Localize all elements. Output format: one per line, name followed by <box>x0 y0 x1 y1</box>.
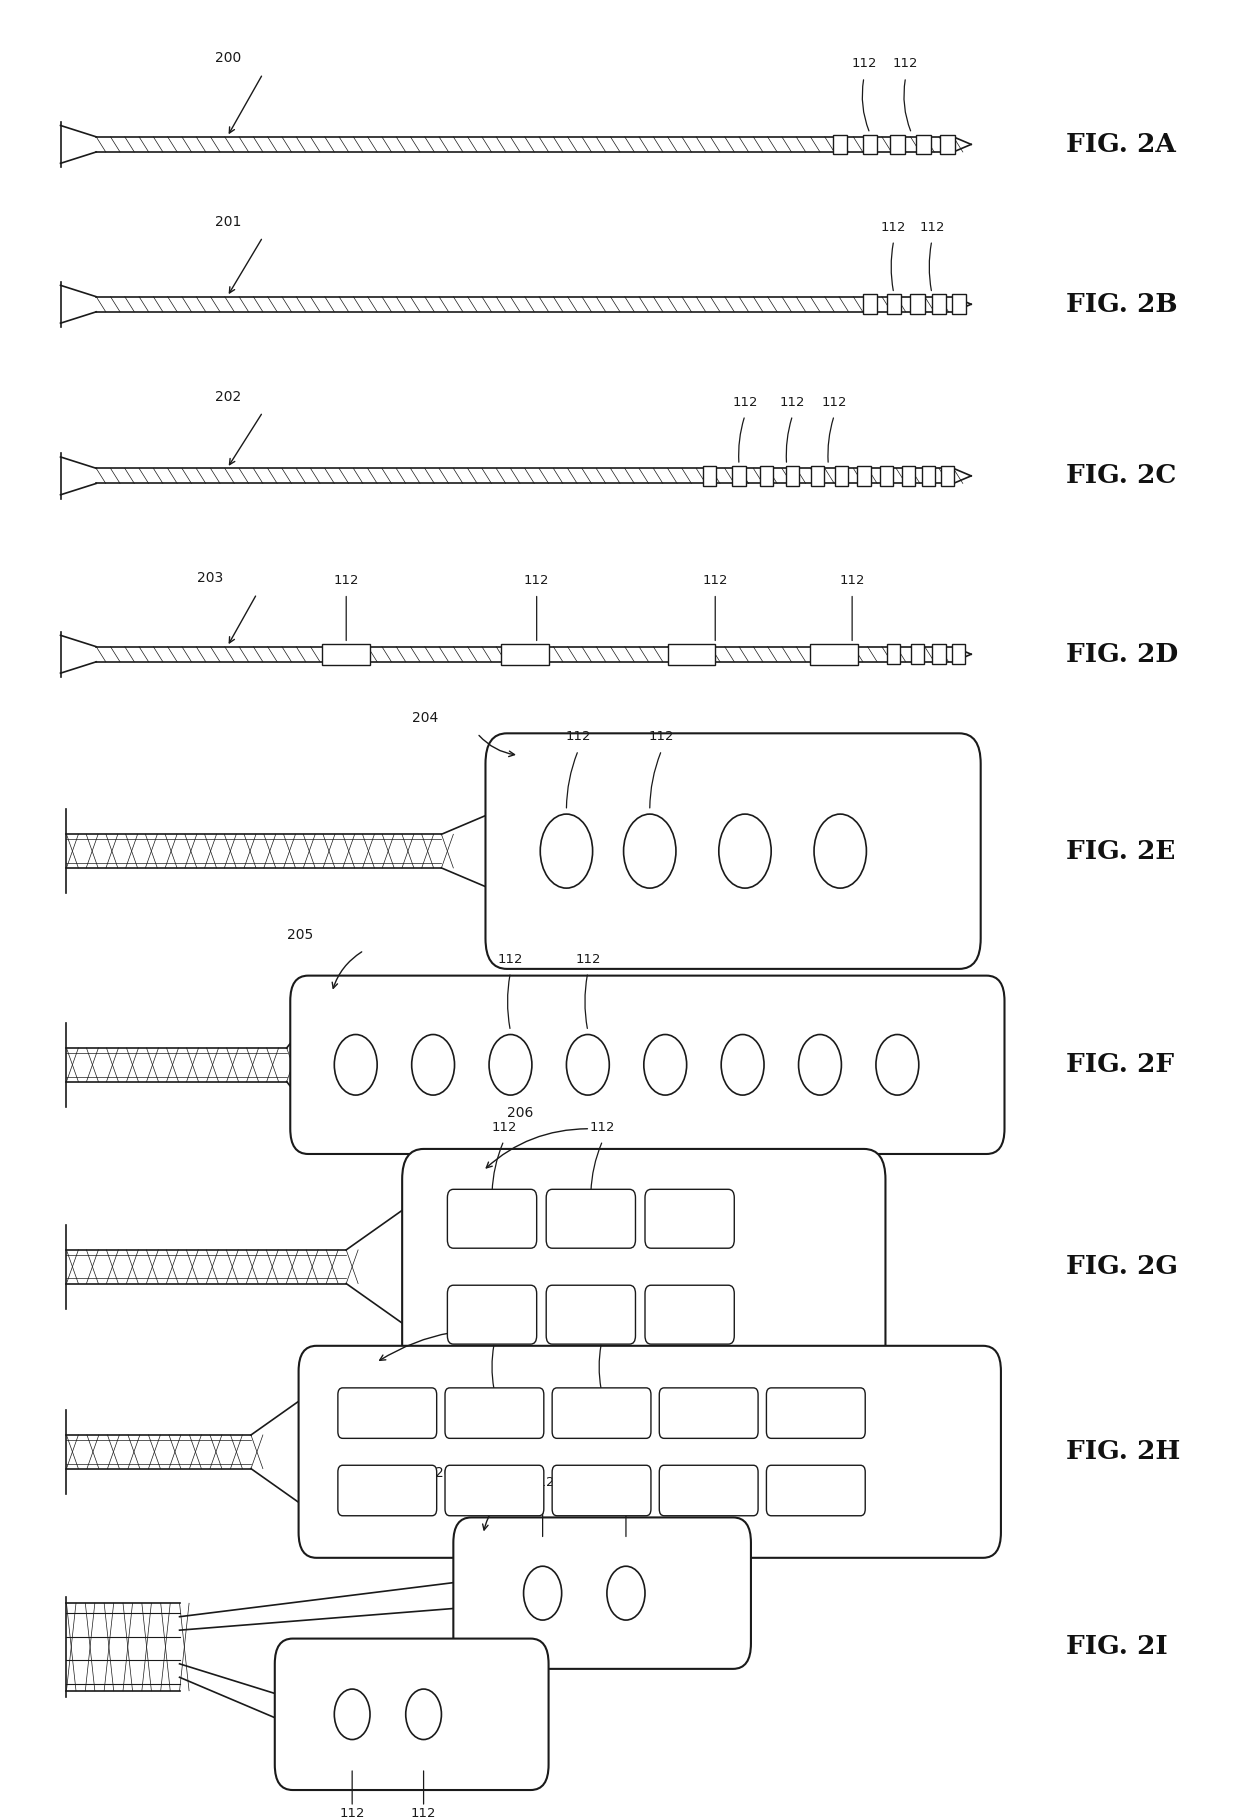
Text: 202: 202 <box>216 389 242 404</box>
FancyBboxPatch shape <box>402 1148 885 1385</box>
Text: 112: 112 <box>780 395 805 408</box>
Bar <box>833 135 847 155</box>
Text: FIG. 2G: FIG. 2G <box>1066 1254 1178 1279</box>
Text: 112: 112 <box>525 573 549 586</box>
FancyBboxPatch shape <box>290 976 1004 1154</box>
Text: 208: 208 <box>435 1467 461 1480</box>
Bar <box>890 135 904 155</box>
FancyBboxPatch shape <box>337 1389 436 1438</box>
FancyBboxPatch shape <box>660 1465 758 1516</box>
Bar <box>901 466 915 486</box>
FancyBboxPatch shape <box>546 1285 635 1345</box>
Text: 203: 203 <box>197 571 223 586</box>
FancyBboxPatch shape <box>766 1389 866 1438</box>
Text: 112: 112 <box>589 1323 614 1336</box>
Text: 112: 112 <box>491 1121 517 1134</box>
Bar <box>322 644 370 664</box>
Text: 200: 200 <box>216 51 242 66</box>
Text: 206: 206 <box>507 1107 533 1121</box>
Text: FIG. 2D: FIG. 2D <box>1066 642 1179 666</box>
Bar <box>858 466 870 486</box>
FancyBboxPatch shape <box>299 1345 1001 1558</box>
Text: 112: 112 <box>334 573 358 586</box>
Bar <box>951 644 965 664</box>
Bar <box>921 466 935 486</box>
Bar <box>811 466 825 486</box>
Text: 201: 201 <box>216 215 242 229</box>
Text: 112: 112 <box>410 1807 436 1820</box>
Bar <box>888 644 900 664</box>
Text: 112: 112 <box>703 573 728 586</box>
Bar <box>880 466 893 486</box>
Text: 112: 112 <box>614 1476 639 1489</box>
Text: FIG. 2B: FIG. 2B <box>1066 291 1178 317</box>
FancyBboxPatch shape <box>766 1465 866 1516</box>
Bar <box>952 295 966 315</box>
Text: 112: 112 <box>839 573 864 586</box>
FancyBboxPatch shape <box>275 1638 548 1791</box>
Text: 112: 112 <box>893 58 919 71</box>
FancyBboxPatch shape <box>486 733 981 968</box>
Text: 204: 204 <box>412 712 438 724</box>
Text: 112: 112 <box>565 730 591 743</box>
Text: FIG. 2F: FIG. 2F <box>1066 1052 1174 1077</box>
FancyBboxPatch shape <box>552 1389 651 1438</box>
Bar <box>863 295 877 315</box>
Bar <box>916 135 931 155</box>
Bar <box>733 466 745 486</box>
Bar <box>932 644 946 664</box>
Text: 112: 112 <box>822 395 847 408</box>
Bar <box>911 644 924 664</box>
Bar <box>703 466 715 486</box>
Text: 205: 205 <box>286 928 312 943</box>
FancyBboxPatch shape <box>645 1285 734 1345</box>
FancyBboxPatch shape <box>448 1285 537 1345</box>
Text: 112: 112 <box>340 1807 365 1820</box>
Text: 112: 112 <box>919 220 945 233</box>
Text: FIG. 2A: FIG. 2A <box>1066 131 1177 157</box>
Bar <box>941 466 954 486</box>
Bar <box>863 135 877 155</box>
Bar <box>667 644 715 664</box>
Bar <box>835 466 848 486</box>
Text: FIG. 2E: FIG. 2E <box>1066 839 1176 864</box>
Text: 112: 112 <box>882 220 906 233</box>
Bar <box>932 295 946 315</box>
Bar <box>887 295 901 315</box>
Text: 112: 112 <box>733 395 758 408</box>
FancyBboxPatch shape <box>660 1389 758 1438</box>
Text: 112: 112 <box>590 1121 615 1134</box>
FancyBboxPatch shape <box>552 1465 651 1516</box>
FancyBboxPatch shape <box>546 1188 635 1249</box>
FancyBboxPatch shape <box>445 1389 544 1438</box>
Text: 112: 112 <box>852 58 877 71</box>
Bar <box>910 295 925 315</box>
Bar <box>940 135 955 155</box>
FancyBboxPatch shape <box>337 1465 436 1516</box>
Bar <box>811 644 858 664</box>
Text: 112: 112 <box>497 952 523 966</box>
FancyBboxPatch shape <box>645 1188 734 1249</box>
Bar <box>501 644 548 664</box>
Text: 112: 112 <box>575 952 600 966</box>
Text: FIG. 2H: FIG. 2H <box>1066 1440 1180 1465</box>
Bar <box>786 466 799 486</box>
Text: FIG. 2I: FIG. 2I <box>1066 1634 1168 1660</box>
Text: 112: 112 <box>649 730 675 743</box>
FancyBboxPatch shape <box>448 1188 537 1249</box>
FancyBboxPatch shape <box>445 1465 544 1516</box>
Text: FIG. 2C: FIG. 2C <box>1066 464 1177 488</box>
Text: 112: 112 <box>529 1476 556 1489</box>
Text: 207: 207 <box>448 1312 474 1325</box>
Bar <box>760 466 773 486</box>
Text: 112: 112 <box>481 1323 507 1336</box>
FancyBboxPatch shape <box>454 1518 751 1669</box>
